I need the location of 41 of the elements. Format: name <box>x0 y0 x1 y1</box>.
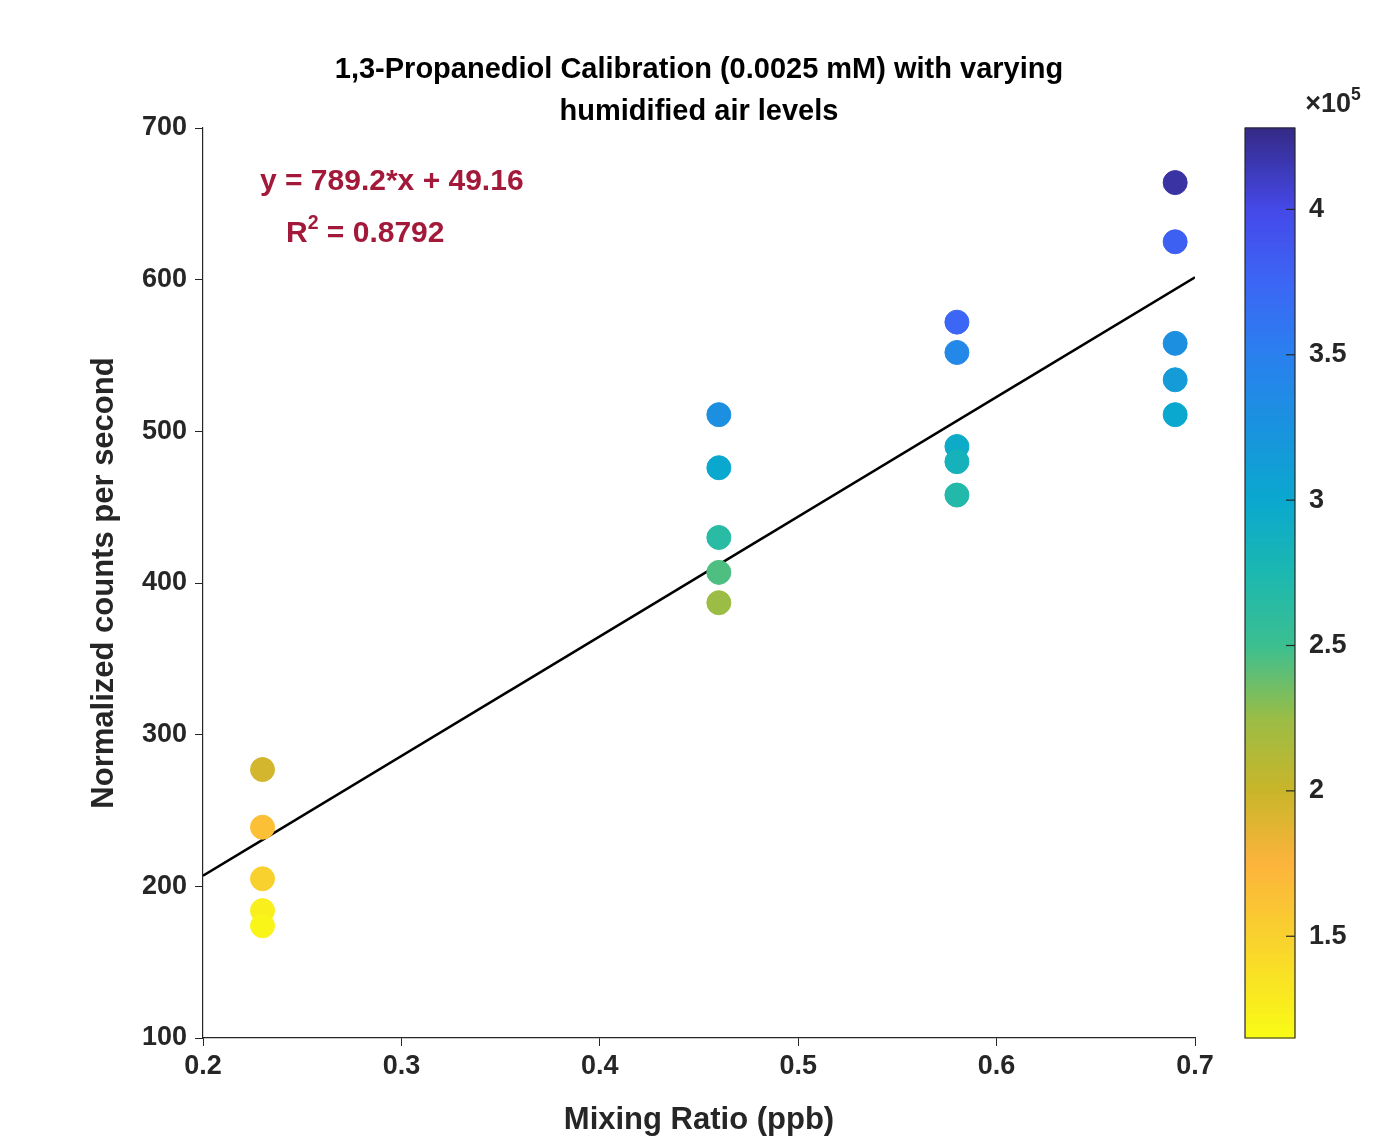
point <box>706 402 732 428</box>
point <box>250 913 276 939</box>
annotation: y = 789.2*x + 49.16 <box>260 163 524 196</box>
y-tick-label: 100 <box>141 1021 187 1052</box>
point <box>706 590 732 616</box>
x-tick-label: 0.4 <box>581 1049 619 1080</box>
color-bar-label: 2.5 <box>1309 628 1347 659</box>
point <box>944 482 970 508</box>
color-bar-label: 4 <box>1309 192 1325 223</box>
point <box>944 309 970 335</box>
color-bar-label: 3.5 <box>1309 338 1347 369</box>
point <box>250 866 276 892</box>
y-tick-label: 400 <box>141 566 187 597</box>
y-tick-label: 700 <box>141 111 187 142</box>
point <box>1162 170 1188 196</box>
point <box>1162 402 1188 428</box>
color-bar-label: 2 <box>1309 774 1325 805</box>
point <box>1162 330 1188 356</box>
y-tick-label: 600 <box>141 263 187 294</box>
point <box>944 339 970 365</box>
point <box>706 455 732 481</box>
x-tick-label: 0.5 <box>779 1049 817 1080</box>
y-tick-label: 300 <box>141 718 187 749</box>
chart-title: 1,3-Propanediol Calibration (0.0025 mM) with varying humidified air levels <box>334 52 1064 126</box>
y-tick-label: 200 <box>141 869 187 900</box>
color-bar-label: 3 <box>1309 483 1325 514</box>
point <box>706 559 732 585</box>
point <box>250 757 276 783</box>
x-tick-label: 0.6 <box>977 1049 1016 1080</box>
x-axis-title: Mixing Ratio (ppb) <box>563 1100 835 1136</box>
color-bar-label: 1.5 <box>1309 919 1347 950</box>
x-tick-label: 0.7 <box>1176 1049 1214 1080</box>
x-tick-label: 0.3 <box>382 1049 421 1080</box>
point <box>944 449 970 475</box>
y-axis-title: Normalized counts per second <box>85 357 121 809</box>
point <box>1162 229 1188 255</box>
point <box>706 525 732 550</box>
y-tick-label: 500 <box>141 414 187 445</box>
x-tick-label: 0.2 <box>184 1049 222 1080</box>
point <box>250 814 276 840</box>
point <box>1162 367 1188 393</box>
